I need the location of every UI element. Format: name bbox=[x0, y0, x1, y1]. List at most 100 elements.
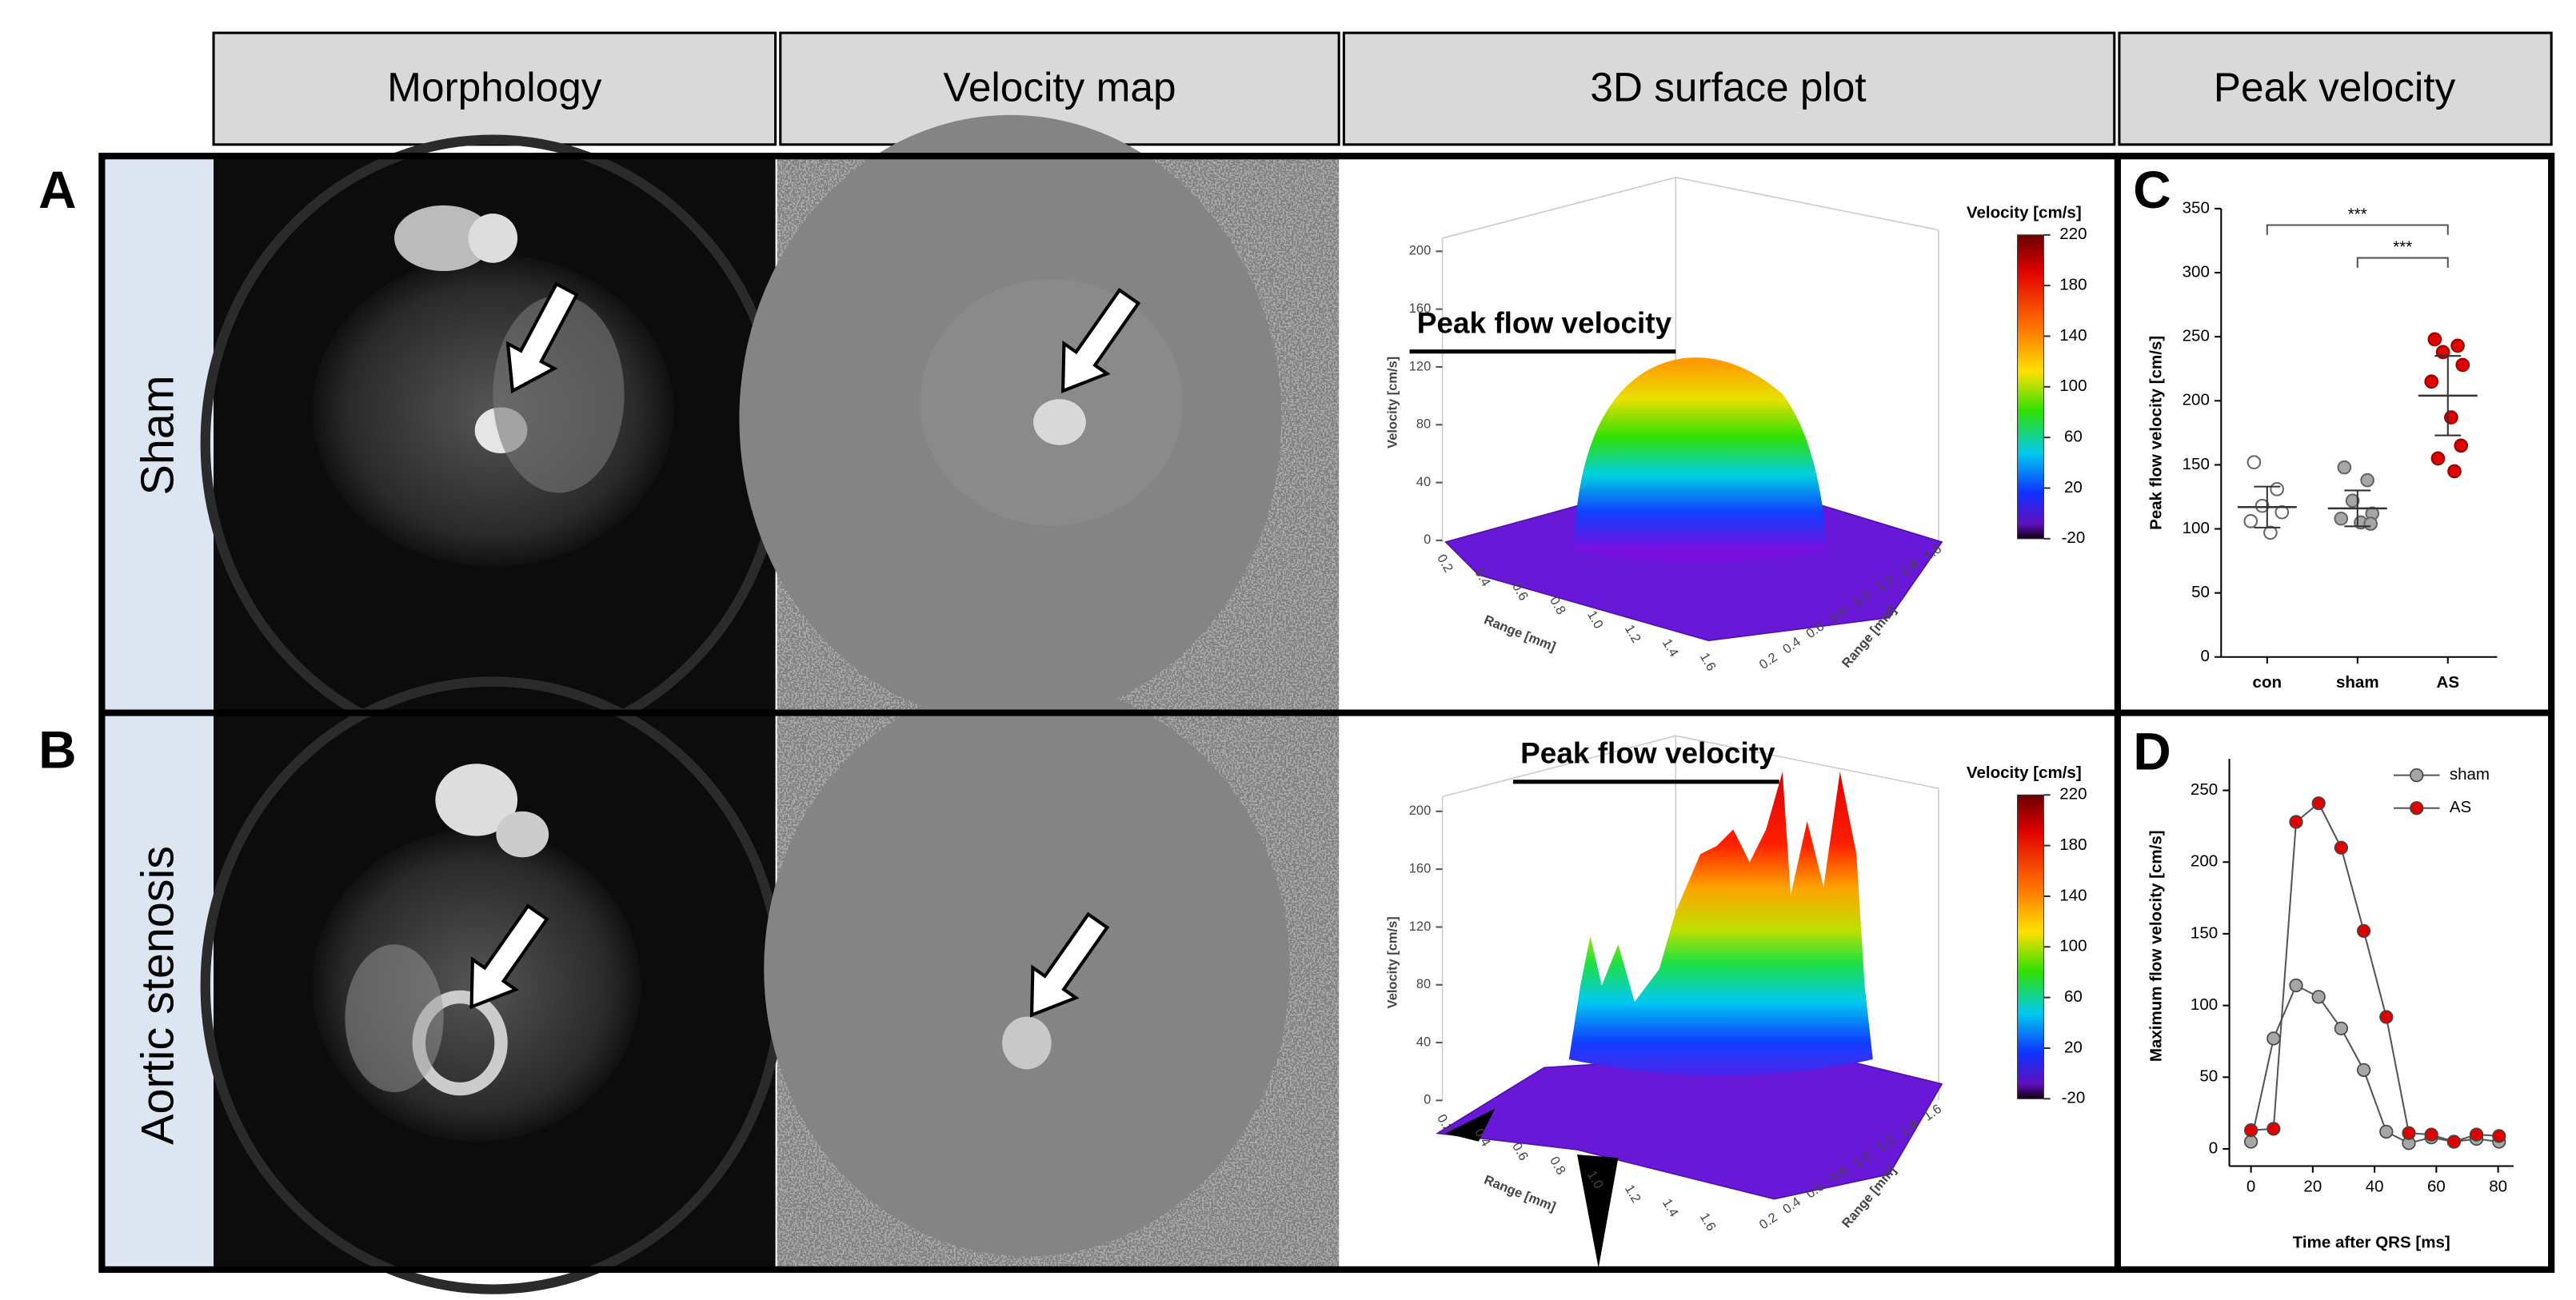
data-point bbox=[2334, 511, 2349, 526]
colorbar-tick-label: 100 bbox=[2059, 377, 2087, 395]
panel-frame bbox=[98, 153, 2555, 1274]
z-tick-label: 40 bbox=[1416, 475, 1431, 489]
header bbox=[212, 31, 2553, 146]
column-header: Velocity map bbox=[943, 65, 1176, 110]
x-tick-label: 20 bbox=[2303, 1178, 2322, 1196]
data-point bbox=[2469, 1127, 2484, 1142]
data-point bbox=[2337, 460, 2352, 475]
x-axis-label: Time after QRS [ms] bbox=[2293, 1234, 2450, 1252]
data-point bbox=[2263, 525, 2278, 540]
data-point bbox=[2424, 374, 2439, 389]
panel-letter: C bbox=[2133, 160, 2171, 219]
header-cell bbox=[212, 31, 777, 146]
row-label-cell bbox=[102, 156, 214, 713]
z-axis-label: Velocity [cm/s] bbox=[1385, 357, 1400, 449]
significance-bracket bbox=[2266, 224, 2449, 235]
x-tick-label: con bbox=[2253, 673, 2282, 692]
z-tick-label: 160 bbox=[1409, 861, 1431, 875]
significance-bracket bbox=[2356, 257, 2449, 268]
data-point bbox=[2447, 464, 2462, 479]
header-cell bbox=[2118, 31, 2553, 146]
x-tick-label: sham bbox=[2336, 673, 2379, 692]
colorbar-tick-label: 20 bbox=[2064, 478, 2083, 496]
data-point bbox=[2289, 815, 2303, 829]
data-point bbox=[2243, 514, 2258, 528]
data-point bbox=[2345, 493, 2360, 508]
y-tick-label: 250 bbox=[2183, 327, 2210, 345]
colorbar-tick-label: 180 bbox=[2059, 276, 2087, 294]
error-bar bbox=[2344, 489, 2371, 528]
data-point bbox=[2402, 1126, 2416, 1140]
y-tick-label: 50 bbox=[2199, 1067, 2218, 1086]
significance-label: *** bbox=[2348, 205, 2367, 224]
data-point bbox=[2254, 498, 2270, 513]
morphology-image bbox=[200, 134, 785, 752]
y-tick-label: 200 bbox=[2183, 391, 2210, 409]
colorbar-tick-label: -20 bbox=[2062, 1089, 2086, 1107]
data-point bbox=[2492, 1129, 2506, 1143]
annotation: Peak flow velocity bbox=[1417, 307, 1672, 340]
y-tick-label: 0.4 bbox=[1780, 1194, 1803, 1217]
panel-letter: D bbox=[2133, 721, 2171, 780]
y-tick-label: 0.2 bbox=[1757, 1210, 1780, 1233]
y-tick-label: 50 bbox=[2191, 583, 2210, 601]
z-tick-label: 200 bbox=[1409, 804, 1431, 818]
x-tick-label: 60 bbox=[2427, 1178, 2446, 1196]
z-tick-label: 120 bbox=[1409, 359, 1431, 373]
panel-letter: A bbox=[38, 160, 76, 219]
z-tick-label: 160 bbox=[1409, 301, 1431, 316]
z-tick-label: 0 bbox=[1424, 532, 1431, 547]
data-point bbox=[2274, 504, 2290, 520]
data-point bbox=[2444, 410, 2458, 425]
series-line bbox=[2250, 984, 2499, 1144]
z-tick-label: 200 bbox=[1409, 244, 1431, 258]
data-point bbox=[2424, 1127, 2438, 1142]
y-axis-label: Peak flow velocity [cm/s] bbox=[2147, 336, 2166, 530]
legend-marker bbox=[2410, 768, 2424, 783]
y-tick-label: 0 bbox=[2200, 647, 2209, 665]
z-tick-label: 80 bbox=[1416, 417, 1431, 432]
y-tick-label: 100 bbox=[2183, 519, 2210, 537]
x-tick-label: 0.2 bbox=[1434, 552, 1456, 575]
colorbar-title: Velocity [cm/s] bbox=[1967, 204, 2082, 222]
colorbar-tick-label: 220 bbox=[2059, 785, 2087, 804]
data-point bbox=[2311, 796, 2326, 811]
y-tick-label: 250 bbox=[2191, 780, 2218, 799]
y-tick-label: 150 bbox=[2183, 455, 2210, 473]
colorbar-title: Velocity [cm/s] bbox=[1967, 764, 2082, 782]
data-point bbox=[2360, 473, 2374, 488]
velocity-map bbox=[764, 681, 1340, 1270]
y-tick-label: 200 bbox=[2191, 852, 2218, 871]
error-bar bbox=[2434, 355, 2462, 437]
x-tick-label: 1.4 bbox=[1659, 636, 1681, 660]
colorbar-tick-label: -20 bbox=[2062, 528, 2086, 547]
x-tick-label: 1.2 bbox=[1622, 622, 1643, 645]
colorbar-tick-label: 140 bbox=[2059, 886, 2087, 904]
x-tick-label: 0 bbox=[2247, 1178, 2255, 1196]
x-tick-label: 1.6 bbox=[1697, 651, 1719, 674]
column-header: Peak velocity bbox=[2214, 65, 2456, 110]
y-tick-label: 300 bbox=[2183, 262, 2210, 281]
data-point bbox=[2356, 923, 2371, 938]
data-point bbox=[2356, 1063, 2371, 1077]
data-point bbox=[2455, 357, 2470, 373]
colorbar-tick-label: 60 bbox=[2064, 428, 2083, 446]
significance-label: *** bbox=[2393, 238, 2412, 257]
data-point bbox=[2334, 1021, 2349, 1035]
data-point bbox=[2289, 978, 2303, 993]
x-tick-label: 40 bbox=[2366, 1178, 2384, 1196]
y-tick-label: 150 bbox=[2191, 923, 2218, 942]
y-tick-label: 0 bbox=[2209, 1138, 2218, 1157]
morphology-image bbox=[200, 676, 785, 1294]
data-point bbox=[2450, 338, 2465, 353]
z-tick-label: 40 bbox=[1416, 1035, 1431, 1049]
x-axis-label: Range [mm] bbox=[1482, 612, 1558, 654]
y-axis-label: Maximum flow velocity [cm/s] bbox=[2147, 830, 2166, 1062]
legend-label: AS bbox=[2450, 798, 2471, 816]
colorbar-tick-label: 100 bbox=[2059, 937, 2087, 955]
y-tick-label: 100 bbox=[2191, 995, 2218, 1014]
colorbar-tick-label: 220 bbox=[2059, 225, 2087, 243]
colorbar bbox=[2017, 794, 2044, 1099]
legend-marker bbox=[2410, 801, 2424, 815]
header-cell bbox=[1342, 31, 2116, 146]
